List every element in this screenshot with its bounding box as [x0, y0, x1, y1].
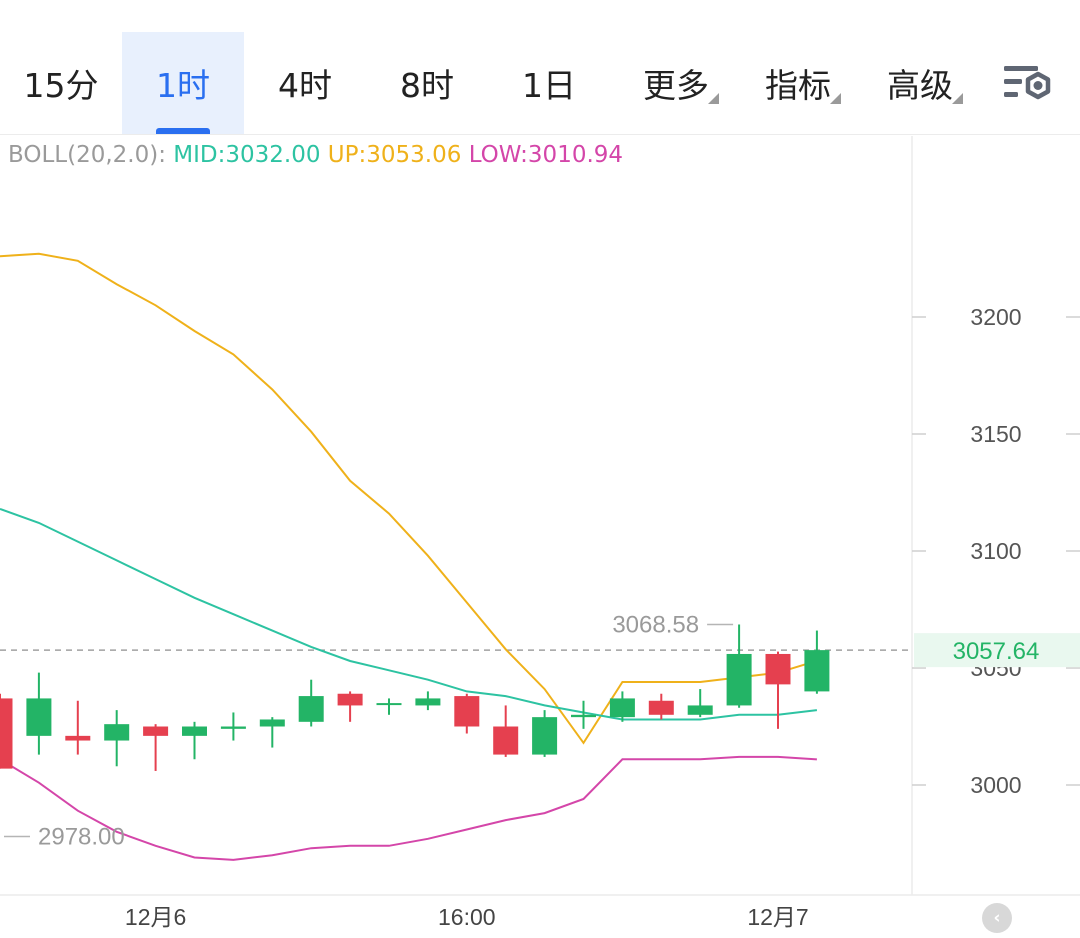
candle-body: [571, 714, 596, 718]
bullish-candle: [571, 700, 596, 729]
candle-body: [454, 696, 480, 727]
candle-body: [0, 698, 13, 769]
tab-label: 高级: [887, 66, 953, 105]
bullish-candle: [104, 710, 130, 767]
last-price-label: 3057.64: [953, 638, 1040, 665]
bullish-candle: [182, 721, 207, 760]
high-marker-label: 3068.58: [612, 612, 699, 639]
bullish-candle: [376, 698, 402, 715]
candle-body: [493, 726, 519, 755]
tab-label: 8时: [400, 66, 454, 105]
candle-body: [65, 735, 91, 741]
bearish-candle: [765, 651, 791, 729]
tab-1day[interactable]: 1日: [488, 32, 610, 134]
candle-body: [220, 726, 246, 729]
bullish-candle: [26, 672, 52, 755]
tab-label: 1日: [522, 66, 576, 105]
candle-body: [726, 653, 752, 706]
candle-body: [687, 705, 713, 715]
chevron-left-icon: ‹: [993, 908, 1001, 928]
tab-indicators-dropdown[interactable]: 指标: [737, 32, 859, 134]
bullish-candle: [220, 712, 246, 741]
tab-label: 4时: [278, 66, 332, 105]
tab-label: 指标: [765, 66, 831, 105]
bullish-candle: [609, 691, 635, 722]
tab-advanced-dropdown[interactable]: 高级: [859, 32, 981, 134]
candle-body: [765, 653, 791, 685]
bearish-candle: [493, 705, 519, 757]
boll-legend-name: BOLL(20,2.0):: [8, 142, 166, 168]
boll-upper-band-line: [0, 252, 818, 745]
x-tick-label: 16:00: [438, 904, 496, 930]
x-tick-label: 12月7: [747, 904, 808, 930]
bearish-candle: [65, 700, 91, 755]
tab-1hour[interactable]: 1时: [122, 32, 244, 134]
bullish-candle: [687, 689, 713, 718]
y-tick-label: 3150: [970, 421, 1021, 447]
bearish-candle: [648, 693, 674, 720]
boll-legend-low: LOW:3010.94: [468, 142, 624, 168]
tab-label: 更多: [643, 66, 709, 105]
chart-settings-button[interactable]: [1000, 60, 1056, 110]
candle-body: [26, 698, 52, 736]
boll-legend-up: UP:3053.06: [327, 142, 462, 168]
bullish-candle: [415, 691, 441, 711]
candle-body: [609, 698, 635, 718]
candle-body: [648, 700, 674, 715]
dropdown-triangle-icon: [952, 93, 963, 104]
candle-body: [182, 726, 207, 736]
bullish-candle: [259, 717, 285, 748]
timeframe-tab-bar: 15分 1时 4时 8时 1日 更多 指标 高级: [0, 32, 1080, 135]
bearish-candle: [337, 691, 363, 722]
dropdown-triangle-icon: [708, 93, 719, 104]
candle-body: [143, 726, 169, 736]
candle-body: [298, 696, 324, 722]
x-tick-label: 12月6: [125, 904, 186, 930]
y-tick-label: 3000: [970, 772, 1021, 798]
tab-more-dropdown[interactable]: 更多: [615, 32, 737, 134]
boll-mid-band-line: [0, 507, 818, 721]
bearish-candle: [143, 724, 169, 771]
boll-indicator-legend: BOLL(20,2.0): MID:3032.00 UP:3053.06 LOW…: [8, 138, 623, 172]
candle-body: [376, 703, 402, 706]
active-tab-indicator: [156, 128, 210, 134]
bullish-candle: [532, 710, 558, 757]
candle-body: [804, 650, 830, 692]
tab-4hour[interactable]: 4时: [244, 32, 366, 134]
last-price-tag: [914, 633, 1080, 668]
tab-label: 15分: [23, 66, 99, 105]
boll-legend-mid: MID:3032.00: [173, 142, 321, 168]
candle-body: [532, 717, 558, 755]
bullish-candle: [298, 679, 324, 727]
bullish-candle: [804, 630, 830, 694]
tab-8hour[interactable]: 8时: [366, 32, 488, 134]
y-tick-label: 3200: [970, 304, 1021, 330]
dropdown-triangle-icon: [830, 93, 841, 104]
chart-settings-icon: [1004, 66, 1051, 100]
low-marker-label: 2978.00: [38, 823, 125, 850]
collapse-button[interactable]: ‹: [982, 903, 1012, 933]
bearish-candle: [0, 693, 13, 769]
tab-label: 1时: [156, 66, 210, 105]
bullish-candle: [726, 624, 752, 708]
tab-15min[interactable]: 15分: [0, 32, 122, 134]
candle-body: [337, 693, 363, 706]
candle-body: [104, 724, 130, 741]
candle-body: [259, 719, 285, 727]
bearish-candle: [454, 693, 480, 734]
candle-body: [415, 698, 441, 706]
boll-lower-band-line: [0, 755, 817, 861]
y-tick-label: 3100: [970, 538, 1021, 564]
